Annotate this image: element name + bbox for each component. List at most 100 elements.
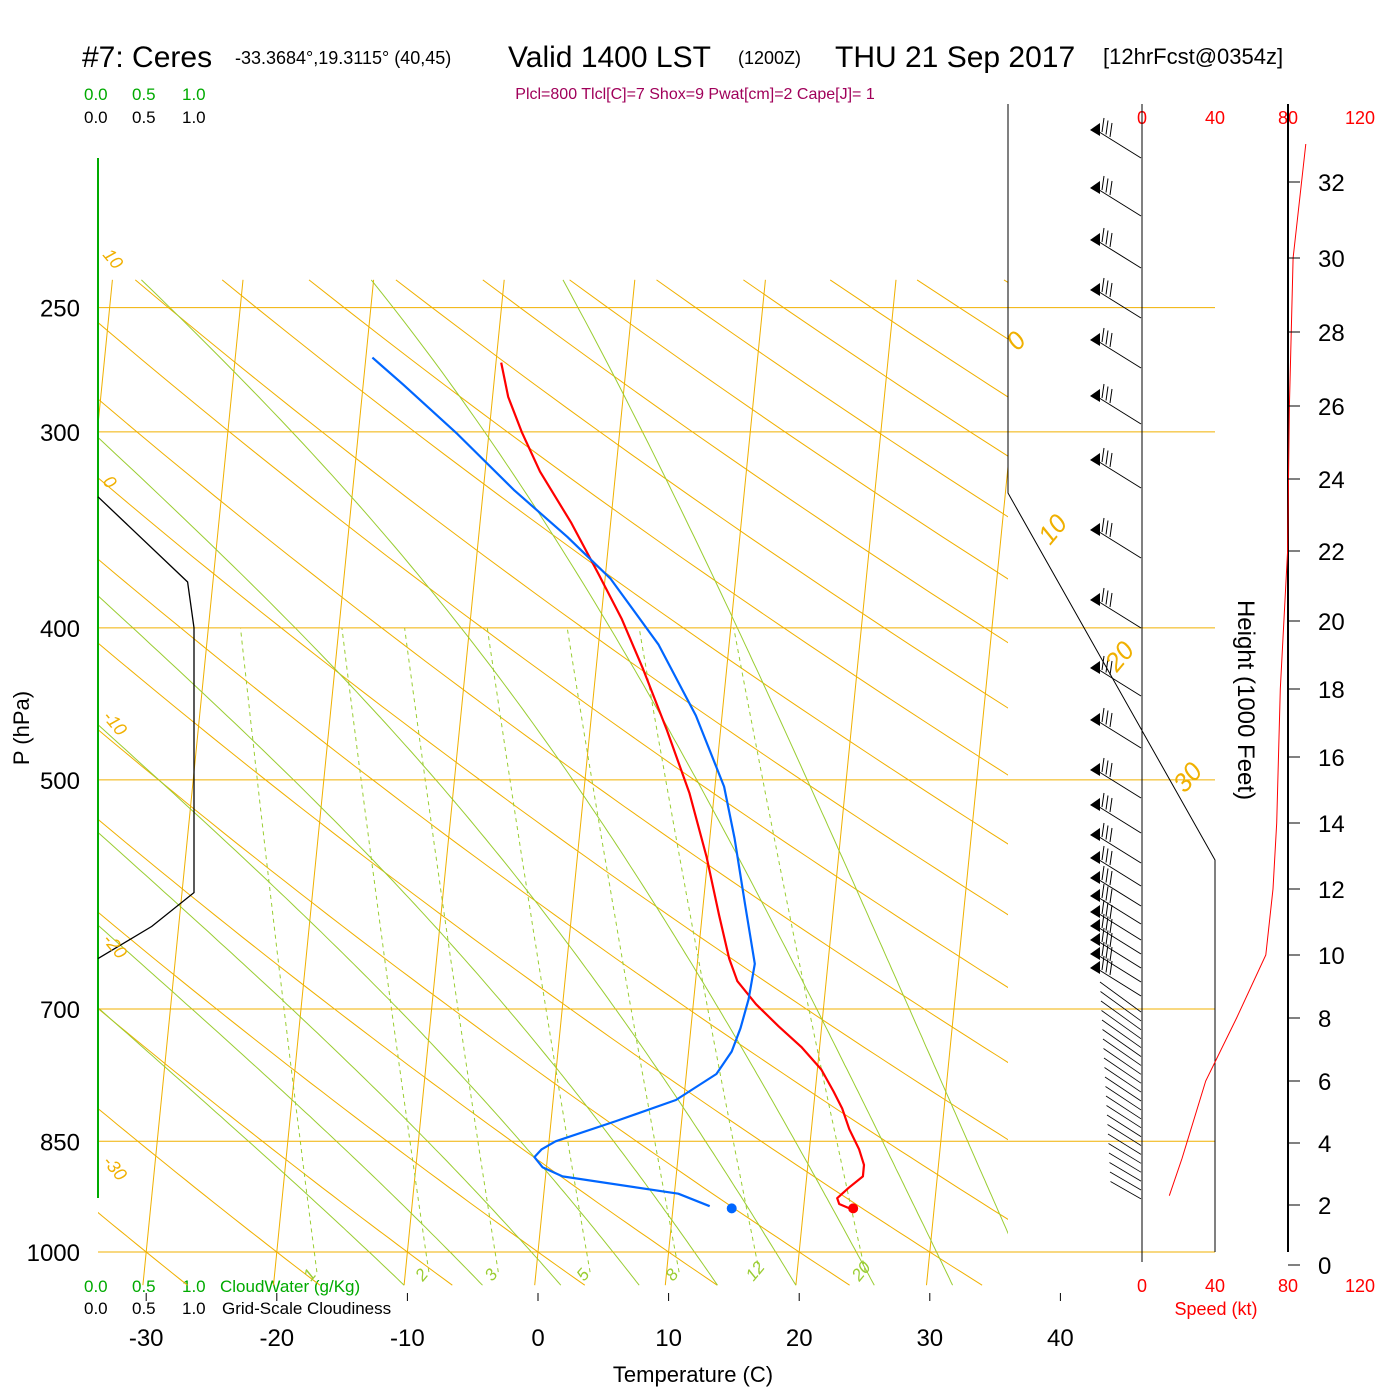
- height-label-10: 10: [1318, 943, 1345, 970]
- wind-barb-flag: [1090, 661, 1100, 674]
- wind-barb-tick: [1109, 827, 1113, 843]
- dry-adiabat-120: [482, 279, 1008, 644]
- height-axis-title: Height (1000 Feet): [1232, 600, 1259, 800]
- dry-adiabat-160: [829, 279, 1008, 398]
- wind-barb-flag: [1090, 763, 1100, 776]
- y-tick-label-700: 700: [40, 997, 80, 1024]
- wind-barb-tick: [1101, 655, 1105, 671]
- y-tick-label-1000: 1000: [27, 1240, 80, 1267]
- wind-barb-tick: [1105, 902, 1109, 917]
- wind-barb-tick: [1101, 587, 1105, 603]
- dewpoint-surface-point: [726, 1203, 737, 1214]
- low-wind-staff: [1100, 1000, 1142, 1031]
- valid-time: Valid 1400 LST: [508, 41, 711, 74]
- dry-adiabat-100: [308, 279, 1008, 776]
- wind-barb: [1090, 277, 1142, 319]
- wind-barb: [1090, 913, 1142, 955]
- dry-adiabat-130: [569, 279, 1008, 580]
- wind-barb-tick: [1101, 175, 1105, 191]
- speed-bottom-80: 80: [1278, 1276, 1298, 1296]
- low-wind-staff: [1109, 1162, 1142, 1182]
- wind-barb-tick: [1109, 232, 1113, 248]
- dry-adiabat-label-20: 20: [1098, 635, 1141, 678]
- wind-barb: [1090, 175, 1142, 217]
- wind-barb-tick: [1109, 888, 1113, 904]
- moist-adiabat-26: [141, 279, 875, 1286]
- y-tick-label-400: 400: [40, 616, 80, 643]
- wind-barb-tick: [1109, 592, 1113, 608]
- wind-barb-tick: [1101, 899, 1105, 915]
- wind-barb-tick: [1105, 944, 1109, 959]
- wind-barb-tick: [1105, 330, 1109, 345]
- wind-barb-flag: [1090, 933, 1100, 946]
- wind-barb-tick: [1101, 941, 1105, 957]
- isotherm-0: [534, 279, 636, 1286]
- wind-barb-tick: [1109, 122, 1113, 138]
- dry-adiabat-40: [98, 558, 1008, 1220]
- mixing-ratio-label-3: 3: [481, 1265, 502, 1285]
- dry-adiabat-label-10: 10: [1032, 508, 1074, 550]
- low-wind-staff: [1102, 1029, 1142, 1057]
- wind-barb-tick: [1109, 282, 1113, 298]
- bottom-black-0: 0.0: [84, 1299, 108, 1318]
- isotherm-10: [664, 279, 766, 1286]
- top-green-0: 0.0: [84, 85, 108, 104]
- dry-adiabat-label-30: 30: [1167, 756, 1209, 798]
- wind-barb: [1090, 517, 1142, 559]
- wind-barb-flag: [1090, 283, 1100, 296]
- wind-barb-staff: [1095, 667, 1142, 697]
- wind-barb-flag: [1090, 389, 1100, 402]
- temperature-surface-point: [848, 1203, 859, 1214]
- forecast-run: [12hrFcst@0354z]: [1103, 44, 1283, 69]
- wind-barb: [1090, 117, 1142, 159]
- dry-adiabat-30: [98, 642, 983, 1286]
- top-green-1: 0.5: [132, 85, 156, 104]
- wind-barb-tick: [1109, 388, 1113, 404]
- height-label-32: 32: [1318, 170, 1345, 197]
- mixing-ratio-label-20: 20: [847, 1257, 875, 1285]
- low-wind-staff: [1107, 1133, 1142, 1155]
- forecast-date: THU 21 Sep 2017: [835, 41, 1075, 74]
- wind-barb-tick: [1109, 522, 1113, 538]
- low-wind-staff: [1101, 1010, 1142, 1040]
- wind-barb: [1090, 327, 1142, 369]
- wind-barb-tick: [1109, 452, 1113, 468]
- wind-barb-staff: [1095, 187, 1142, 217]
- dry-adiabat-label-0: 0: [1000, 325, 1033, 356]
- wind-barb-flag: [1090, 798, 1100, 811]
- wind-barb-tick: [1105, 930, 1109, 945]
- wind-barb: [1090, 757, 1142, 799]
- low-wind-staff: [1103, 1048, 1142, 1075]
- wind-barb-tick: [1105, 886, 1109, 901]
- low-wind-staff: [1100, 991, 1142, 1022]
- wind-barb-tick: [1101, 327, 1105, 343]
- wind-barb-tick: [1109, 946, 1113, 962]
- height-label-8: 8: [1318, 1006, 1331, 1033]
- utc-time: (1200Z): [738, 48, 801, 68]
- wind-barb-tick: [1105, 848, 1109, 863]
- speed-bottom-120: 120: [1345, 1276, 1375, 1296]
- wind-barb-staff: [1095, 395, 1142, 425]
- wind-barb-tick: [1101, 927, 1105, 943]
- moist-adiabat-20: [98, 436, 797, 1286]
- low-wind-staff: [1104, 1076, 1142, 1102]
- wind-barb-tick: [1101, 792, 1105, 808]
- mixing-ratio-line-3: [404, 627, 499, 1273]
- wind-barb-tick: [1101, 865, 1105, 881]
- wind-barb-staff: [1095, 857, 1142, 887]
- dry-adiabat-60: [98, 398, 1008, 1064]
- low-wind-staff: [1106, 1114, 1142, 1137]
- wind-barb-flag: [1090, 453, 1100, 466]
- wind-barb: [1090, 865, 1142, 907]
- wind-barb-tick: [1109, 180, 1113, 196]
- mixing-ratio-line-2: [341, 627, 430, 1273]
- wind-barb-tick: [1105, 280, 1109, 295]
- wind-barb-tick: [1105, 760, 1109, 775]
- x-tick-label-10: 10: [655, 1325, 682, 1352]
- low-wind-staff: [1102, 1038, 1142, 1066]
- wind-barb: [1090, 792, 1142, 834]
- x-tick-label-0: 0: [531, 1325, 544, 1352]
- wind-barb: [1090, 941, 1142, 983]
- y-axis-title: P (hPa): [9, 691, 34, 765]
